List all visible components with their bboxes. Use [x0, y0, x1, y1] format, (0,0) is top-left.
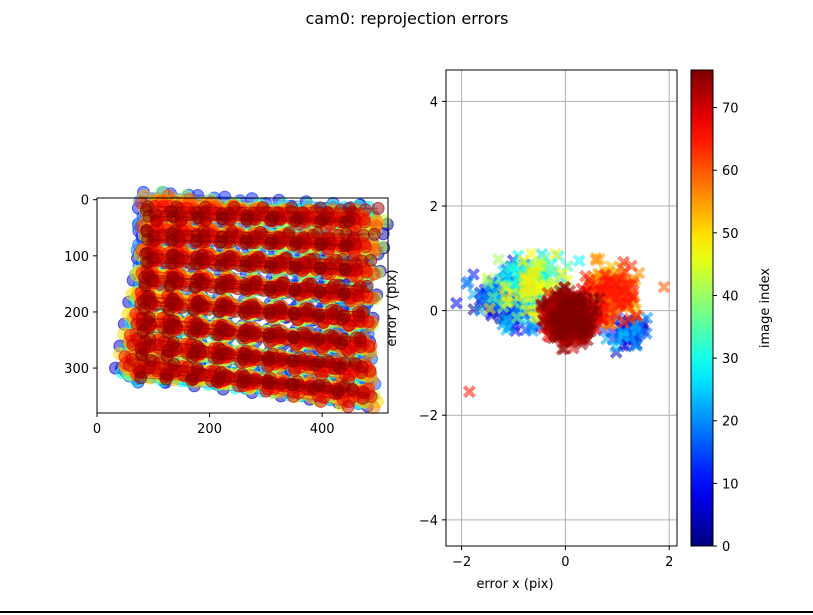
- corner-points: [108, 185, 394, 415]
- figure-title: cam0: reprojection errors: [306, 9, 509, 28]
